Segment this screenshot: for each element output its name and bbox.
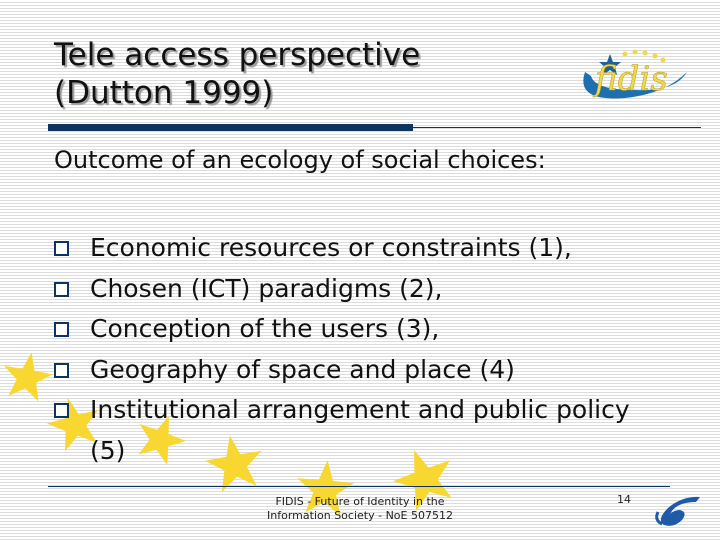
star-icon bbox=[297, 460, 355, 516]
star-icon bbox=[4, 352, 53, 402]
bullet-text: Chosen (ICT) paradigms (2), bbox=[90, 273, 443, 303]
list-item: Geography of space and place (4) bbox=[54, 350, 650, 391]
list-item: Institutional arrangement and public pol… bbox=[54, 390, 650, 471]
svg-text:fidis: fidis bbox=[592, 59, 668, 99]
slide-title: Tele access perspective (Dutton 1999) bbox=[54, 36, 420, 112]
fidis-logo: fidis bbox=[583, 49, 687, 99]
star-icon bbox=[393, 449, 452, 511]
star-icon bbox=[138, 415, 186, 465]
list-item: Economic resources or constraints (1), bbox=[54, 228, 650, 269]
title-underline-bar bbox=[48, 124, 413, 131]
page-number: 14 bbox=[617, 493, 631, 506]
footer-line-2: Information Society - NoE 507512 bbox=[267, 509, 453, 522]
square-bullet-icon bbox=[54, 403, 69, 418]
square-bullet-icon bbox=[54, 322, 69, 337]
fp6-logo-icon bbox=[655, 496, 700, 526]
square-bullet-icon bbox=[54, 241, 69, 256]
footer-text: FIDIS - Future of Identity in the Inform… bbox=[240, 495, 480, 523]
bullet-text: Economic resources or constraints (1), bbox=[90, 233, 572, 262]
bullet-list: Economic resources or constraints (1), C… bbox=[54, 228, 650, 471]
footer-rule bbox=[48, 486, 670, 487]
list-item: Conception of the users (3), bbox=[54, 309, 650, 350]
bullet-text: Conception of the users (3), bbox=[90, 314, 440, 343]
square-bullet-icon bbox=[54, 362, 69, 378]
star-icon bbox=[47, 398, 99, 452]
title-underline-rule bbox=[413, 127, 701, 128]
bullet-text: Geography of space and place (4) bbox=[90, 354, 515, 384]
list-item: Chosen (ICT) paradigms (2), bbox=[54, 269, 650, 310]
bullet-text: Institutional arrangement and public pol… bbox=[90, 395, 630, 465]
square-bullet-icon bbox=[54, 281, 69, 297]
title-line-1: Tele access perspective bbox=[54, 37, 421, 73]
slide-subtitle: Outcome of an ecology of social choices: bbox=[54, 146, 546, 174]
star-icon bbox=[205, 435, 262, 492]
footer-line-1: FIDIS - Future of Identity in the bbox=[275, 495, 445, 508]
title-line-2: (Dutton 1999) bbox=[54, 75, 274, 111]
